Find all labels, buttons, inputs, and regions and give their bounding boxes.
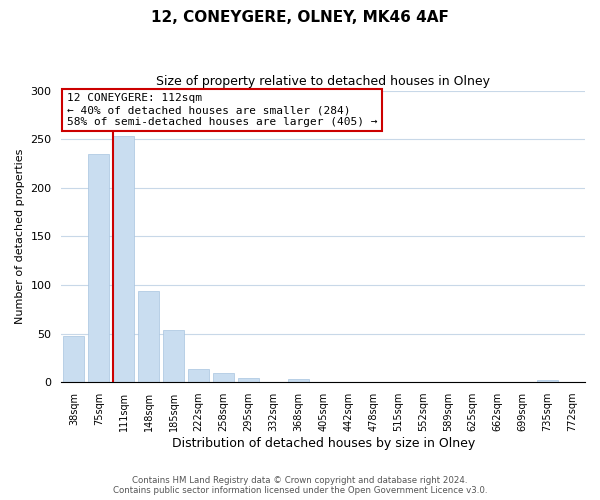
Text: 12 CONEYGERE: 112sqm
← 40% of detached houses are smaller (284)
58% of semi-deta: 12 CONEYGERE: 112sqm ← 40% of detached h… bbox=[67, 94, 377, 126]
Text: 12, CONEYGERE, OLNEY, MK46 4AF: 12, CONEYGERE, OLNEY, MK46 4AF bbox=[151, 10, 449, 25]
Bar bbox=[238, 378, 259, 382]
Bar bbox=[213, 372, 234, 382]
Bar bbox=[163, 330, 184, 382]
Text: Contains HM Land Registry data © Crown copyright and database right 2024.
Contai: Contains HM Land Registry data © Crown c… bbox=[113, 476, 487, 495]
X-axis label: Distribution of detached houses by size in Olney: Distribution of detached houses by size … bbox=[172, 437, 475, 450]
Bar bbox=[88, 154, 109, 382]
Bar bbox=[63, 336, 85, 382]
Y-axis label: Number of detached properties: Number of detached properties bbox=[15, 148, 25, 324]
Bar bbox=[113, 136, 134, 382]
Bar bbox=[138, 291, 159, 382]
Bar bbox=[287, 380, 309, 382]
Bar bbox=[188, 368, 209, 382]
Title: Size of property relative to detached houses in Olney: Size of property relative to detached ho… bbox=[156, 75, 490, 88]
Bar bbox=[537, 380, 558, 382]
